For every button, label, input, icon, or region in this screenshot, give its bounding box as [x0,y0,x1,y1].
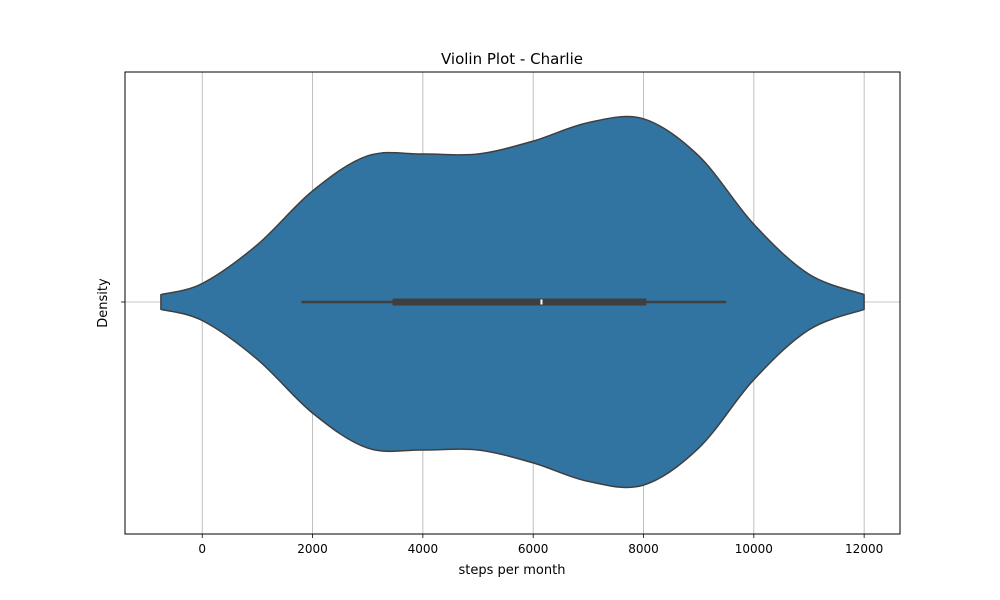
x-tick-label: 10000 [735,542,773,556]
x-tick-label: 2000 [297,542,328,556]
chart-title: Violin Plot - Charlie [441,50,583,68]
x-tick-label: 0 [198,542,206,556]
x-axis-label: steps per month [459,563,566,578]
y-axis-label: Density [96,278,111,328]
plot-frame [124,71,901,535]
x-tick-label: 4000 [408,542,439,556]
x-tick-label: 8000 [628,542,659,556]
x-tick-label: 6000 [518,542,549,556]
iqr-box [392,298,647,306]
x-tick-label: 12000 [845,542,883,556]
